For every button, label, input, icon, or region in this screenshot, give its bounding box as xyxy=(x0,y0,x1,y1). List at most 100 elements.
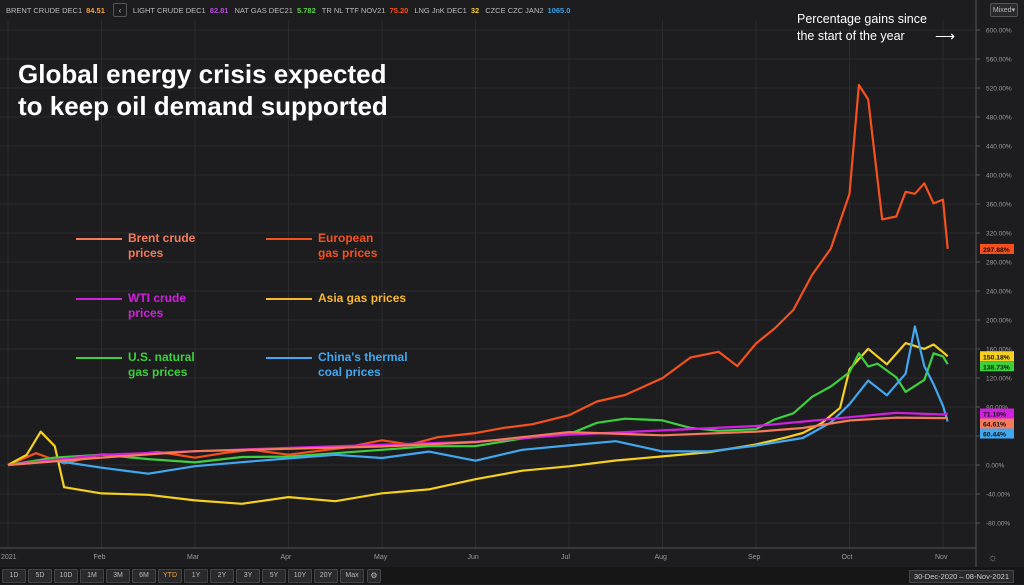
legend-label: U.S. natural gas prices xyxy=(128,350,195,379)
legend-european-gas: European gas prices xyxy=(266,231,377,261)
y-tick-label: 560.00% xyxy=(986,57,1012,64)
ticker-ttf[interactable]: TR NL TTF NOV21 75.20 xyxy=(322,6,409,15)
note-line-1: Percentage gains since xyxy=(797,12,927,26)
y-tick-label: 120.00% xyxy=(986,376,1012,383)
y-tick-label: 320.00% xyxy=(986,231,1012,238)
range-max-button[interactable]: Max xyxy=(340,568,364,583)
y-tick-label: 480.00% xyxy=(986,115,1012,122)
range-5d-button[interactable]: 5D xyxy=(28,568,52,583)
legend-asia-gas: Asia gas prices xyxy=(266,291,406,306)
x-tick-label: Oct xyxy=(842,554,853,561)
series-line xyxy=(7,325,949,475)
range-settings-icon[interactable]: ⚙ xyxy=(367,568,381,583)
legend-label: WTI crude prices xyxy=(128,291,187,320)
y-tick-label: 80.00% xyxy=(986,405,1008,412)
y-tick-label: 160.00% xyxy=(986,347,1012,354)
legend-wti: WTI crude prices xyxy=(76,291,186,321)
x-tick-label: Jun xyxy=(468,554,479,561)
x-tick-label: May xyxy=(374,554,388,561)
date-range-display[interactable]: 30-Dec-2020 – 08-Nov-2021 xyxy=(908,570,1014,583)
y-tick-label: 0.00% xyxy=(986,463,1005,470)
legend-label: China's thermal coal prices xyxy=(318,350,408,379)
range-20y-button[interactable]: 20Y xyxy=(314,568,338,583)
series-line xyxy=(7,83,949,467)
ticker-name: LNG JnK DEC1 xyxy=(414,5,467,15)
range-10y-button[interactable]: 10Y xyxy=(288,568,312,583)
ticker-light-crude[interactable]: LIGHT CRUDE DEC1 82.81 xyxy=(133,6,229,15)
range-2y-button[interactable]: 2Y xyxy=(210,568,234,583)
end-value-badge xyxy=(980,351,1014,362)
series-line xyxy=(7,352,949,467)
axis-note: Percentage gains since the start of the … xyxy=(797,11,927,45)
chart-settings-icon[interactable]: ☼ xyxy=(987,552,998,564)
legend-swatch xyxy=(76,298,122,300)
note-line-2: the start of the year xyxy=(797,29,905,43)
y-tick-label: 520.00% xyxy=(986,86,1012,93)
legend-china-coal: China's thermal coal prices xyxy=(266,350,408,380)
range-3y-button[interactable]: 3Y xyxy=(236,568,260,583)
range-6m-button[interactable]: 6M xyxy=(132,568,156,583)
y-tick-label: 400.00% xyxy=(986,173,1012,180)
end-value-badge xyxy=(980,428,1014,439)
series-line xyxy=(7,416,948,467)
legend-label: European gas prices xyxy=(318,231,378,260)
ticker-name: BRENT CRUDE DEC1 xyxy=(6,5,83,15)
range-3m-button[interactable]: 3M xyxy=(106,568,130,583)
end-value-label: 60.44% xyxy=(983,432,1006,439)
ticker-brent[interactable]: BRENT CRUDE DEC1 84.51 xyxy=(6,6,105,15)
end-value-label: 150.18% xyxy=(983,354,1010,361)
range-1m-button[interactable]: 1M xyxy=(80,568,104,583)
series-line xyxy=(7,411,948,467)
ticker-name: TR NL TTF NOV21 xyxy=(321,5,386,15)
ticker-nat-gas[interactable]: NAT GAS DEC21 5.782 xyxy=(234,6,315,15)
legend-label: Brent crude prices xyxy=(128,231,196,260)
x-tick-label: Jul xyxy=(561,554,570,561)
x-tick-label: Aug xyxy=(655,554,668,561)
legend-us-nat-gas: U.S. natural gas prices xyxy=(76,350,195,380)
ticker-value: 1065.0 xyxy=(547,5,571,15)
ticker-value: 75.20 xyxy=(389,5,409,15)
ticker-lng[interactable]: LNG JnK DEC1 32 xyxy=(414,6,479,15)
legend-label: Asia gas prices xyxy=(318,291,407,305)
arrow-right-icon: ⟶ xyxy=(935,28,956,44)
y-tick-label: -40.00% xyxy=(986,492,1010,499)
scale-mode-label: Mixed xyxy=(992,6,1012,14)
legend-swatch xyxy=(266,238,312,240)
range-1y-button[interactable]: 1Y xyxy=(184,568,208,583)
end-value-label: 138.73% xyxy=(983,364,1010,371)
end-value-label: 64.61% xyxy=(983,422,1006,429)
x-tick-label: Nov xyxy=(935,554,948,561)
y-tick-label: -80.00% xyxy=(986,521,1010,528)
y-tick-label: 200.00% xyxy=(986,318,1012,325)
scale-mode-select[interactable]: Mixed ▾ xyxy=(990,3,1018,17)
title-line-2: to keep oil demand supported xyxy=(18,91,388,121)
y-tick-label: 240.00% xyxy=(986,289,1012,296)
legend-swatch xyxy=(76,357,122,359)
range-10d-button[interactable]: 10D xyxy=(54,568,78,583)
y-tick-label: 440.00% xyxy=(986,144,1012,151)
ticker-coal[interactable]: CZCE CZC JAN2 1065.0 xyxy=(485,6,570,15)
end-value-label: 71.10% xyxy=(983,412,1006,419)
ticker-name: NAT GAS DEC21 xyxy=(234,5,293,15)
y-tick-label: 280.00% xyxy=(986,260,1012,267)
x-tick-label: 2021 xyxy=(1,554,17,561)
y-tick-label: 600.00% xyxy=(986,28,1012,35)
ticker-value: 5.782 xyxy=(296,5,316,15)
x-tick-label: Sep xyxy=(748,554,761,561)
x-tick-label: Apr xyxy=(281,554,293,561)
series-line xyxy=(7,342,949,505)
ticker-name: CZCE CZC JAN2 xyxy=(485,5,544,15)
collapse-icon[interactable]: ‹ xyxy=(112,3,127,17)
x-tick-label: Feb xyxy=(94,554,106,561)
ticker-value: 84.51 xyxy=(86,5,105,15)
ticker-bar: BRENT CRUDE DEC1 84.51 ‹ LIGHT CRUDE DEC1… xyxy=(0,0,1024,20)
legend-brent: Brent crude prices xyxy=(76,231,195,261)
range-ytd-button[interactable]: YTD xyxy=(158,568,182,583)
end-value-badge xyxy=(980,361,1014,372)
end-value-badge xyxy=(980,408,1014,419)
range-bar: 1D 5D 10D 1M 3M 6M YTD 1Y 2Y 3Y 5Y 10Y 2… xyxy=(0,567,1024,584)
range-1d-button[interactable]: 1D xyxy=(2,568,26,583)
range-5y-button[interactable]: 5Y xyxy=(262,568,286,583)
ticker-value: 82.81 xyxy=(209,5,229,15)
